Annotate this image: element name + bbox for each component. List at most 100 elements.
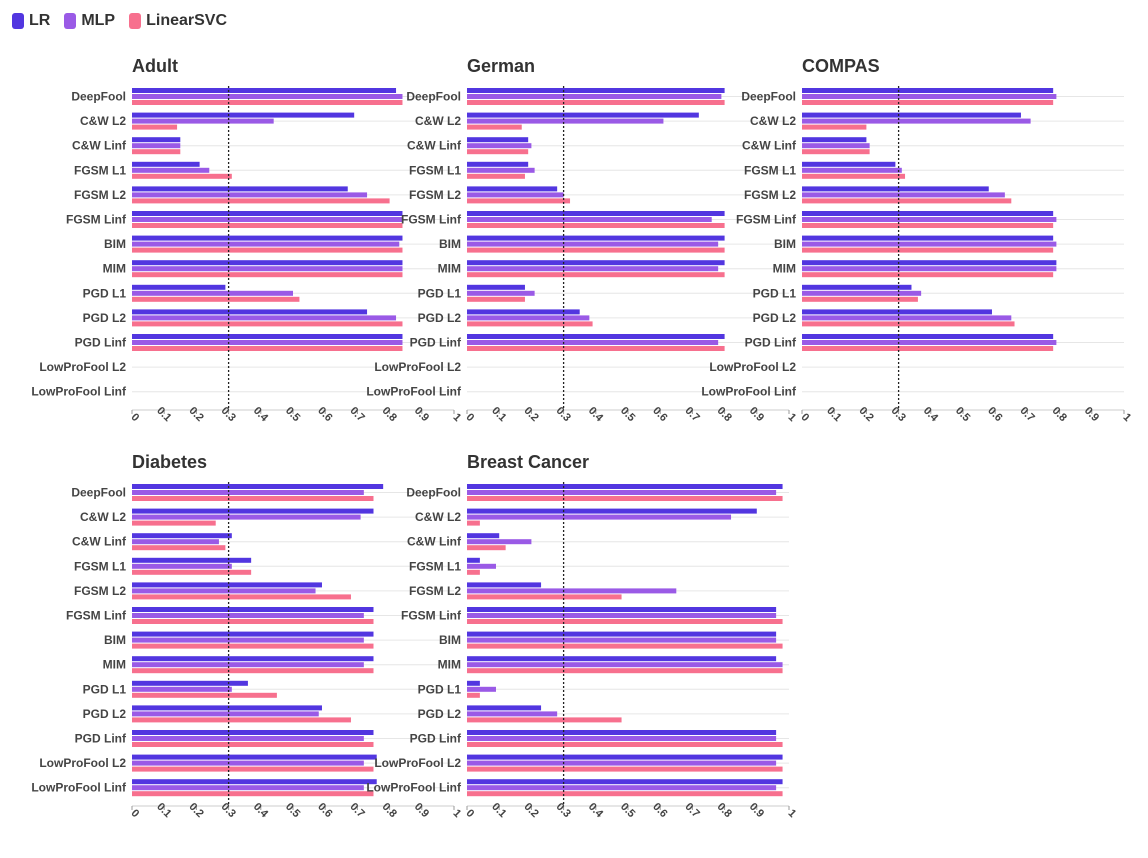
x-tick-label: 0 [129,411,142,424]
category-label: FGSM Linf [736,213,797,227]
bar-lr [132,112,355,118]
bar-mlp [132,217,403,222]
x-tick-label: 0.2 [856,405,875,424]
bar-linearsvc [467,496,783,501]
category-label: FGSM L2 [74,188,126,202]
bar-lr [132,284,226,290]
bar-lr [132,656,374,662]
category-label: FGSM L2 [409,188,461,202]
bar-linearsvc [132,173,232,179]
bar-lr [132,754,377,760]
category-label: PGD Linf [410,732,462,746]
chart-panel: Adult DeepFool C&W L2 C&W Linf FGSM L1 FGSM L… [31,56,463,425]
bar-linearsvc [132,198,390,204]
legend: LR MLP LinearSVC [12,12,227,30]
legend-label: LinearSVC [146,12,228,29]
bar-lr [132,260,403,266]
bar-linearsvc [802,124,867,130]
bar-lr [467,508,757,514]
bar-linearsvc [467,198,571,204]
bar-lr [132,607,374,612]
bar-lr [467,88,725,93]
legend-item: MLP [64,12,115,30]
bar-mlp [802,340,1057,345]
category-label: DeepFool [71,486,126,500]
bar-linearsvc [132,247,403,253]
category-label: C&W L2 [415,510,461,524]
x-tick-label: 1 [451,807,464,820]
bar-linearsvc [467,791,783,797]
bar-linearsvc [467,520,480,526]
bar-linearsvc [802,223,1054,228]
bar-lr [802,211,1054,216]
legend-swatch [129,13,142,29]
category-label: LowProFool L2 [374,360,461,374]
bar-lr [132,211,403,216]
category-label: C&W Linf [742,139,797,153]
category-label: LowProFool L2 [39,756,126,770]
bar-linearsvc [132,272,403,278]
category-label: FGSM Linf [66,213,127,227]
bar-linearsvc [467,100,725,105]
bar-lr [132,484,384,489]
bar-mlp [467,490,777,495]
bar-linearsvc [802,296,918,302]
bar-linearsvc [467,247,725,253]
category-label: C&W Linf [72,535,127,549]
bar-lr [132,137,181,143]
bar-lr [467,656,777,662]
bar-linearsvc [467,124,522,130]
bar-linearsvc [802,173,906,179]
bar-lr [802,186,989,192]
x-tick-label: 0.1 [824,405,843,424]
category-label: PGD Linf [745,336,797,350]
x-tick-label: 0 [464,411,477,424]
bar-linearsvc [467,766,783,772]
category-label: PGD Linf [75,336,127,350]
bar-mlp [467,760,777,766]
x-tick-label: 1 [1121,411,1134,424]
bar-mlp [467,266,719,272]
bar-mlp [467,686,496,692]
bar-mlp [467,736,777,741]
x-tick-label: 0.5 [618,801,637,820]
bar-lr [467,582,542,588]
bar-linearsvc [467,321,593,327]
bar-linearsvc [467,742,783,747]
bar-linearsvc [132,742,374,747]
bar-mlp [132,241,400,247]
bar-linearsvc [132,496,374,501]
category-label: FGSM L1 [74,163,126,177]
category-label: FGSM L1 [744,163,796,177]
bar-mlp [467,588,677,594]
bar-mlp [802,266,1057,272]
bar-mlp [802,241,1057,247]
category-label: LowProFool Linf [701,385,797,399]
bar-linearsvc [467,717,622,723]
category-label: BIM [104,633,126,647]
bar-mlp [132,613,364,618]
x-tick-label: 0 [464,807,477,820]
bar-linearsvc [132,223,403,228]
bar-linearsvc [467,272,725,278]
bar-mlp [467,662,783,668]
x-tick-label: 0.4 [586,405,606,425]
bar-linearsvc [467,545,506,551]
category-label: DeepFool [741,90,796,104]
bar-linearsvc [132,100,403,105]
bar-linearsvc [132,296,300,302]
bar-lr [467,112,699,118]
x-tick-label: 0.4 [586,801,606,821]
bar-mlp [132,514,361,520]
x-tick-label: 0.2 [521,405,540,424]
x-tick-label: 0.8 [380,405,399,424]
bar-mlp [802,167,902,173]
bar-linearsvc [467,619,783,624]
category-label: BIM [439,237,461,251]
x-tick-label: 0.1 [489,801,508,820]
bar-mlp [467,143,532,149]
category-label: C&W L2 [750,114,796,128]
x-tick-label: 0.8 [1050,405,1069,424]
bar-mlp [467,563,496,569]
bar-mlp [132,192,368,198]
